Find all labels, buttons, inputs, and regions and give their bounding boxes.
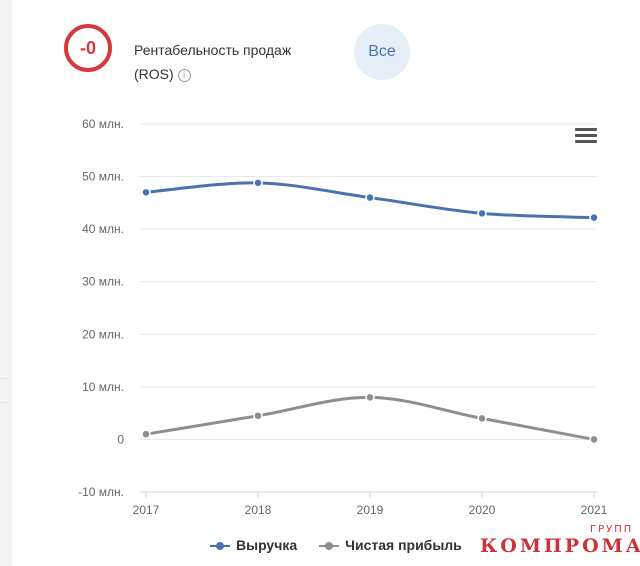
data-point xyxy=(253,178,263,188)
chart-series xyxy=(141,178,599,445)
legend-marker-revenue xyxy=(210,539,230,551)
y-tick-label: 30 млн. xyxy=(82,275,124,289)
legend: Выручка Чистая прибыль xyxy=(210,537,462,553)
grid xyxy=(140,123,597,493)
watermark-logo: КОМПРОМАТ ГРУПП xyxy=(480,524,640,559)
x-tick-label: 2020 xyxy=(469,503,496,517)
data-point xyxy=(365,192,375,203)
chart-menu-icon[interactable] xyxy=(575,128,597,144)
data-point xyxy=(253,411,263,421)
x-axis: 2017 2018 2019 2020 2021 xyxy=(133,491,608,517)
data-point xyxy=(589,434,599,445)
data-point xyxy=(141,429,151,439)
y-tick-label: -10 млн. xyxy=(78,485,124,499)
data-point xyxy=(141,187,151,198)
y-tick-label: 0 xyxy=(117,432,124,446)
all-period-button[interactable]: Все xyxy=(354,24,410,80)
watermark-sup-text: ГРУПП xyxy=(590,524,634,535)
x-tick-label: 2017 xyxy=(133,503,160,517)
y-tick-label: 60 млн. xyxy=(82,117,124,131)
legend-item-net-profit[interactable]: Чистая прибыль xyxy=(319,537,462,553)
y-tick-label: 10 млн. xyxy=(82,380,124,394)
legend-item-revenue[interactable]: Выручка xyxy=(210,537,297,553)
y-tick-label: 20 млн. xyxy=(82,327,124,341)
y-axis-ticks: 60 млн. 50 млн. 40 млн. 30 млн. 20 млн. 10 мл… xyxy=(78,117,124,499)
info-icon[interactable]: i xyxy=(177,69,191,82)
series-line-1 xyxy=(144,395,596,441)
ros-value: -0 xyxy=(79,37,96,58)
data-point xyxy=(477,208,487,219)
ros-badge: -0 xyxy=(64,24,112,72)
x-tick-label: 2018 xyxy=(245,503,272,517)
watermark-text: КОМПРОМАТ xyxy=(480,535,640,557)
data-point xyxy=(365,392,375,403)
x-tick-label: 2021 xyxy=(581,503,608,517)
left-strip-divider xyxy=(0,378,10,379)
data-point xyxy=(477,413,487,424)
y-tick-label: 40 млн. xyxy=(82,222,124,236)
legend-label-revenue: Выручка xyxy=(236,537,298,553)
left-strip-divider xyxy=(0,402,10,403)
ros-title: Рентабельность продаж (ROS) i xyxy=(134,38,334,86)
y-tick-label: 50 млн. xyxy=(82,170,124,184)
ros-title-line2: (ROS) xyxy=(134,66,174,82)
chart-card xyxy=(12,0,640,566)
all-period-button-label: Все xyxy=(368,43,396,60)
ros-title-line1: Рентабельность продаж xyxy=(134,42,292,58)
legend-marker-net-profit xyxy=(319,539,340,551)
data-point xyxy=(589,212,599,223)
x-tick-label: 2019 xyxy=(357,503,384,517)
legend-label-net-profit: Чистая прибыль xyxy=(345,537,462,553)
